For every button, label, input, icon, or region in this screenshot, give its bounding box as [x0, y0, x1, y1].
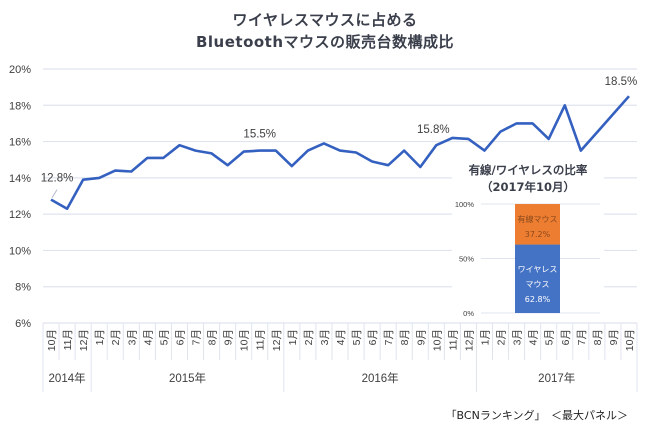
x-tick-label: 1月	[479, 329, 491, 345]
chart-title-line2: Bluetoothマウスの販売台数構成比	[195, 33, 455, 51]
x-tick-label: 6月	[174, 329, 186, 345]
inset-y-tick-label: 100%	[455, 200, 475, 209]
bar-wireless	[515, 244, 560, 313]
x-tick-label: 4月	[528, 329, 540, 345]
x-tick-label: 2月	[110, 329, 122, 345]
wireless-label-line1: ワイヤレス	[518, 265, 558, 274]
year-label: 2016年	[362, 371, 399, 385]
source-credit: 「BCNランキング」 ＜最大パネル＞	[445, 409, 628, 422]
inset-y-tick-label: 0%	[463, 309, 474, 318]
x-tick-label: 11月	[62, 329, 74, 350]
x-tick-label: 1月	[287, 329, 299, 345]
x-tick-label: 9月	[223, 329, 235, 345]
x-tick-label: 12月	[78, 329, 90, 351]
y-tick-label: 12%	[9, 209, 31, 221]
data-label: 12.8%	[41, 173, 74, 185]
y-tick-label: 10%	[9, 245, 31, 257]
x-tick-label: 11月	[447, 329, 459, 350]
x-tick-label: 7月	[383, 329, 395, 345]
x-tick-label: 2月	[303, 329, 315, 345]
line-series	[50, 95, 630, 210]
wired-value-label: 37.2%	[525, 230, 551, 239]
x-tick-label: 8月	[592, 329, 604, 345]
x-tick-label: 7月	[191, 329, 203, 345]
x-tick-label: 10月	[624, 329, 636, 351]
x-tick-label: 8月	[207, 329, 219, 345]
x-tick-label: 5月	[158, 329, 170, 345]
year-label: 2015年	[169, 371, 206, 385]
x-tick-label: 11月	[255, 329, 267, 350]
year-label: 2017年	[538, 371, 575, 385]
y-tick-label: 6%	[15, 318, 31, 330]
x-tick-label: 12月	[463, 329, 475, 351]
data-label: 15.8%	[417, 124, 450, 136]
x-tick-label: 6月	[560, 329, 572, 345]
x-axis: 10月 11月 12月 1月 2月 3月 4月 5月 6月 7月 8月 9月 10月 11月 12月 1月 2月…	[42, 323, 638, 392]
x-tick-label: 5月	[544, 329, 556, 345]
wireless-value-label: 62.8%	[525, 295, 551, 304]
leader-line	[51, 189, 58, 198]
bar-wired	[515, 204, 560, 245]
series-line	[50, 95, 630, 210]
x-tick-label: 4月	[335, 329, 347, 345]
wireless-label-line2: マウス	[526, 280, 550, 289]
x-tick-label: 10月	[431, 329, 443, 351]
data-label: 15.5%	[243, 129, 276, 141]
data-labels: 12.8% 15.5% 15.8% 18.5%	[41, 76, 638, 198]
data-label: 18.5%	[605, 76, 638, 88]
x-tick-label: 3月	[126, 329, 138, 345]
x-tick-label: 1月	[94, 329, 106, 345]
inset-y-tick-label: 50%	[459, 255, 474, 264]
inset-title: 有線/ワイヤレスの比率	[469, 163, 588, 177]
x-tick-label: 8月	[399, 329, 411, 345]
y-tick-label: 20%	[9, 64, 31, 76]
y-axis: 6% 8% 10% 12% 14% 16% 18% 20%	[9, 64, 31, 330]
x-tick-label: 10月	[239, 329, 251, 351]
x-tick-label: 6月	[367, 329, 379, 345]
x-tick-label: 2月	[496, 329, 508, 345]
x-tick-label: 9月	[608, 329, 620, 345]
x-tick-label: 5月	[351, 329, 363, 345]
inset-chart: 有線/ワイヤレスの比率 （2017年10月） 0% 50% 100% 有線マウス 37…	[452, 156, 604, 322]
x-tick-label: 10月	[46, 329, 58, 351]
x-tick-label: 7月	[576, 329, 588, 345]
inset-bars: 有線マウス 37.2% ワイヤレスマウス 62.8%	[515, 204, 560, 313]
y-tick-label: 8%	[15, 282, 31, 294]
x-tick-label: 3月	[512, 329, 524, 345]
year-label: 2014年	[49, 371, 86, 385]
inset-subtitle: （2017年10月）	[481, 180, 575, 194]
x-tick-label: 3月	[319, 329, 331, 345]
y-tick-label: 14%	[9, 173, 31, 185]
x-tick-label: 4月	[142, 329, 154, 345]
y-tick-label: 16%	[9, 137, 31, 149]
wired-label: 有線マウス	[518, 214, 558, 224]
y-tick-label: 18%	[9, 100, 31, 112]
x-tick-label: 12月	[271, 329, 283, 351]
chart-title-line1: ワイヤレスマウスに占める	[232, 11, 418, 29]
x-tick-label: 9月	[415, 329, 427, 345]
